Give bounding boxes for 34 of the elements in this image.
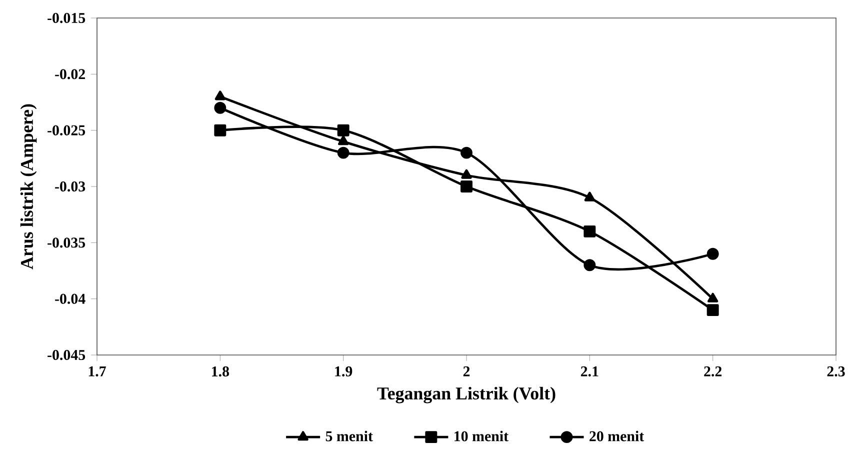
legend-label: 10 menit [454, 430, 508, 442]
legend-label: 5 menit [326, 430, 373, 442]
point [337, 146, 350, 159]
y-tick-label: -0.02 [55, 69, 85, 80]
x-tick-label: 1.8 [212, 366, 230, 377]
y-tick-label: -0.04 [55, 294, 86, 304]
point [584, 259, 596, 272]
legend-label: 20 menit [590, 430, 644, 442]
point [706, 304, 719, 316]
x-tick-label: 1.7 [88, 366, 106, 376]
point [214, 90, 226, 100]
y-tick-label: -0.025 [48, 125, 86, 136]
point [338, 136, 349, 146]
y-tick-label: -0.015 [48, 12, 86, 24]
point [337, 124, 350, 136]
y-tick-label: -0.045 [48, 350, 86, 360]
point [707, 292, 718, 302]
y-tick-label: -0.035 [48, 238, 86, 248]
point [584, 225, 596, 238]
point [460, 146, 472, 159]
x-tick-label: 2.2 [704, 366, 722, 376]
point [214, 102, 226, 114]
x-tick-label: 2.1 [580, 366, 598, 376]
point [214, 124, 226, 136]
point [461, 169, 472, 179]
x-tick-label: 1.9 [335, 366, 352, 376]
x-tick-label: 2 [463, 366, 470, 376]
point [706, 248, 719, 260]
point [584, 192, 595, 202]
x-axis-title: Tegangan Listrik (Volt) [377, 386, 556, 404]
x-tick-label: 2.3 [827, 366, 845, 376]
point [460, 180, 472, 192]
y-axis-title: Arus listrik (Ampere) [20, 104, 37, 270]
y-tick-label: -0.03 [55, 181, 86, 192]
